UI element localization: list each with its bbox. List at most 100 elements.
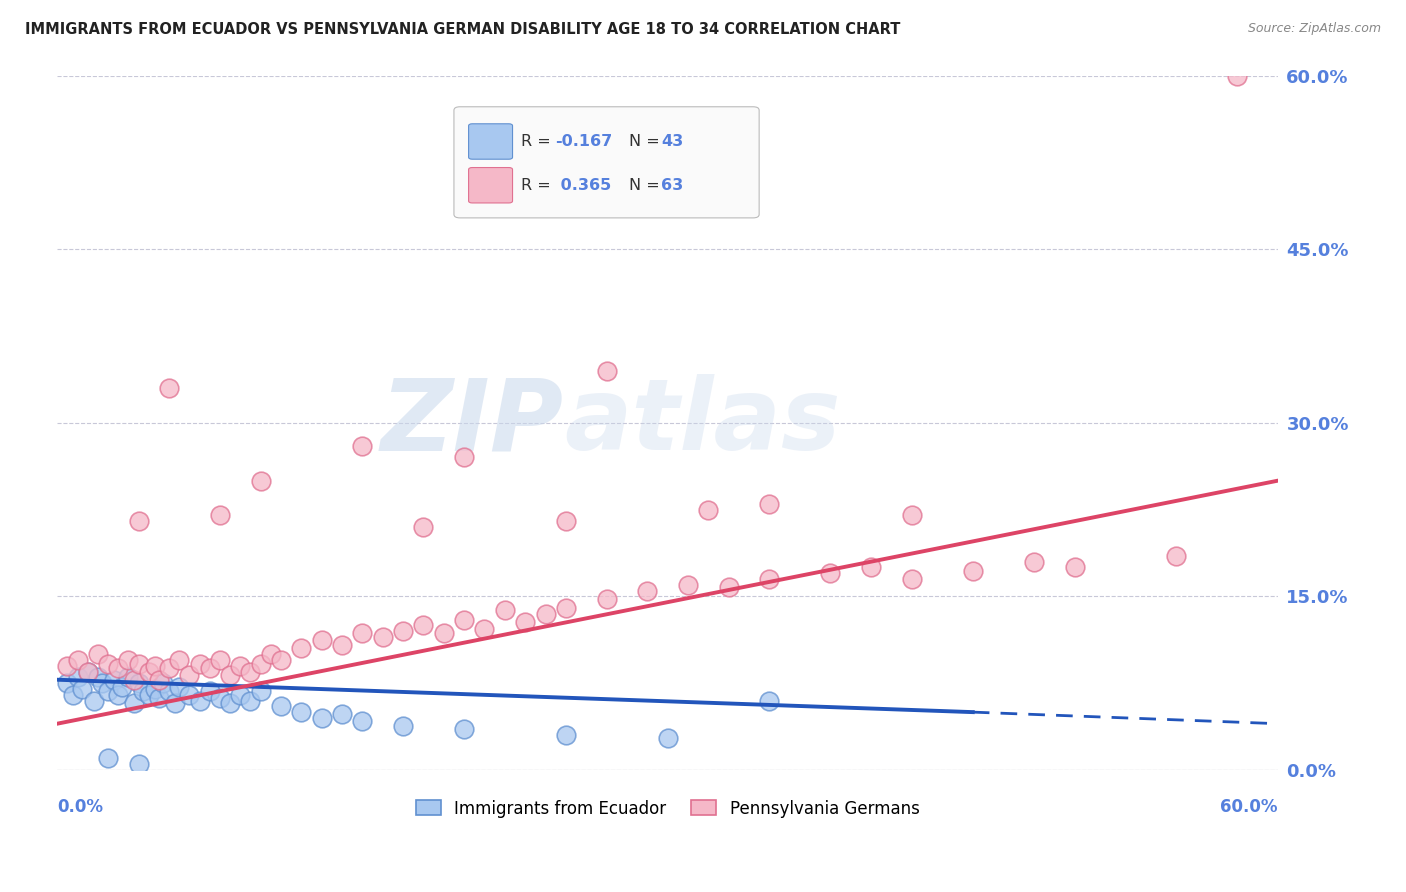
Text: 0.0%: 0.0%: [58, 797, 103, 815]
Point: [453, 723, 475, 737]
FancyBboxPatch shape: [468, 168, 513, 203]
Point: [62, 688, 84, 702]
Point: [87, 647, 110, 661]
Point: [595, 591, 617, 606]
Point: [97, 751, 120, 765]
Point: [260, 647, 283, 661]
Point: [111, 680, 134, 694]
Point: [239, 693, 262, 707]
Point: [66, 670, 89, 684]
Point: [249, 657, 271, 671]
Point: [76, 665, 98, 679]
Point: [66, 653, 89, 667]
Point: [412, 520, 434, 534]
Point: [70, 681, 93, 696]
Point: [554, 601, 576, 615]
Point: [128, 514, 150, 528]
Text: IMMIGRANTS FROM ECUADOR VS PENNSYLVANIA GERMAN DISABILITY AGE 18 TO 34 CORRELATI: IMMIGRANTS FROM ECUADOR VS PENNSYLVANIA …: [25, 22, 901, 37]
Text: ZIP: ZIP: [381, 375, 564, 471]
Point: [392, 624, 415, 639]
Point: [143, 658, 166, 673]
Point: [554, 728, 576, 742]
Point: [87, 670, 110, 684]
Point: [352, 626, 374, 640]
Point: [229, 658, 252, 673]
Text: N =: N =: [628, 134, 659, 149]
Point: [76, 665, 98, 679]
Point: [117, 653, 139, 667]
Point: [208, 691, 231, 706]
Point: [494, 603, 516, 617]
Point: [290, 641, 312, 656]
Point: [152, 676, 174, 690]
Point: [697, 502, 720, 516]
Point: [249, 684, 271, 698]
Point: [229, 688, 252, 702]
Text: atlas: atlas: [564, 375, 841, 471]
Text: 43: 43: [661, 134, 683, 149]
Point: [107, 688, 129, 702]
Point: [124, 696, 146, 710]
Point: [138, 688, 160, 702]
Point: [352, 714, 374, 729]
Text: N =: N =: [628, 178, 659, 193]
Point: [758, 572, 780, 586]
Point: [453, 450, 475, 465]
Point: [900, 508, 922, 523]
Point: [820, 566, 842, 581]
Point: [138, 665, 160, 679]
FancyBboxPatch shape: [468, 124, 513, 159]
Point: [330, 707, 353, 722]
Point: [554, 514, 576, 528]
Point: [198, 684, 221, 698]
Text: R =: R =: [522, 134, 555, 149]
Point: [270, 653, 292, 667]
Point: [128, 676, 150, 690]
Text: 0.365: 0.365: [555, 178, 612, 193]
Point: [474, 622, 496, 636]
Point: [91, 676, 114, 690]
Point: [392, 719, 415, 733]
Point: [595, 364, 617, 378]
Point: [167, 653, 190, 667]
Point: [249, 474, 271, 488]
Point: [128, 657, 150, 671]
Point: [97, 684, 120, 698]
Point: [676, 578, 699, 592]
Point: [311, 633, 333, 648]
Point: [188, 693, 211, 707]
Point: [1063, 560, 1085, 574]
Point: [157, 661, 180, 675]
Point: [179, 668, 201, 682]
Point: [117, 670, 139, 684]
Point: [103, 673, 125, 687]
Point: [148, 691, 170, 706]
Point: [208, 653, 231, 667]
Point: [270, 699, 292, 714]
Point: [208, 508, 231, 523]
Text: 63: 63: [661, 178, 683, 193]
Point: [107, 661, 129, 675]
Point: [371, 630, 394, 644]
Point: [453, 613, 475, 627]
Point: [1166, 549, 1188, 563]
Point: [219, 696, 242, 710]
FancyBboxPatch shape: [454, 107, 759, 218]
Text: -0.167: -0.167: [555, 134, 613, 149]
Point: [219, 668, 242, 682]
Point: [83, 693, 105, 707]
Point: [352, 439, 374, 453]
Point: [717, 580, 740, 594]
Point: [657, 731, 679, 745]
Point: [900, 572, 922, 586]
Point: [188, 657, 211, 671]
Point: [758, 693, 780, 707]
Point: [167, 680, 190, 694]
Point: [330, 638, 353, 652]
Point: [179, 688, 201, 702]
Point: [239, 665, 262, 679]
Point: [157, 381, 180, 395]
Point: [131, 684, 153, 698]
Point: [124, 673, 146, 687]
Text: Source: ZipAtlas.com: Source: ZipAtlas.com: [1247, 22, 1381, 36]
